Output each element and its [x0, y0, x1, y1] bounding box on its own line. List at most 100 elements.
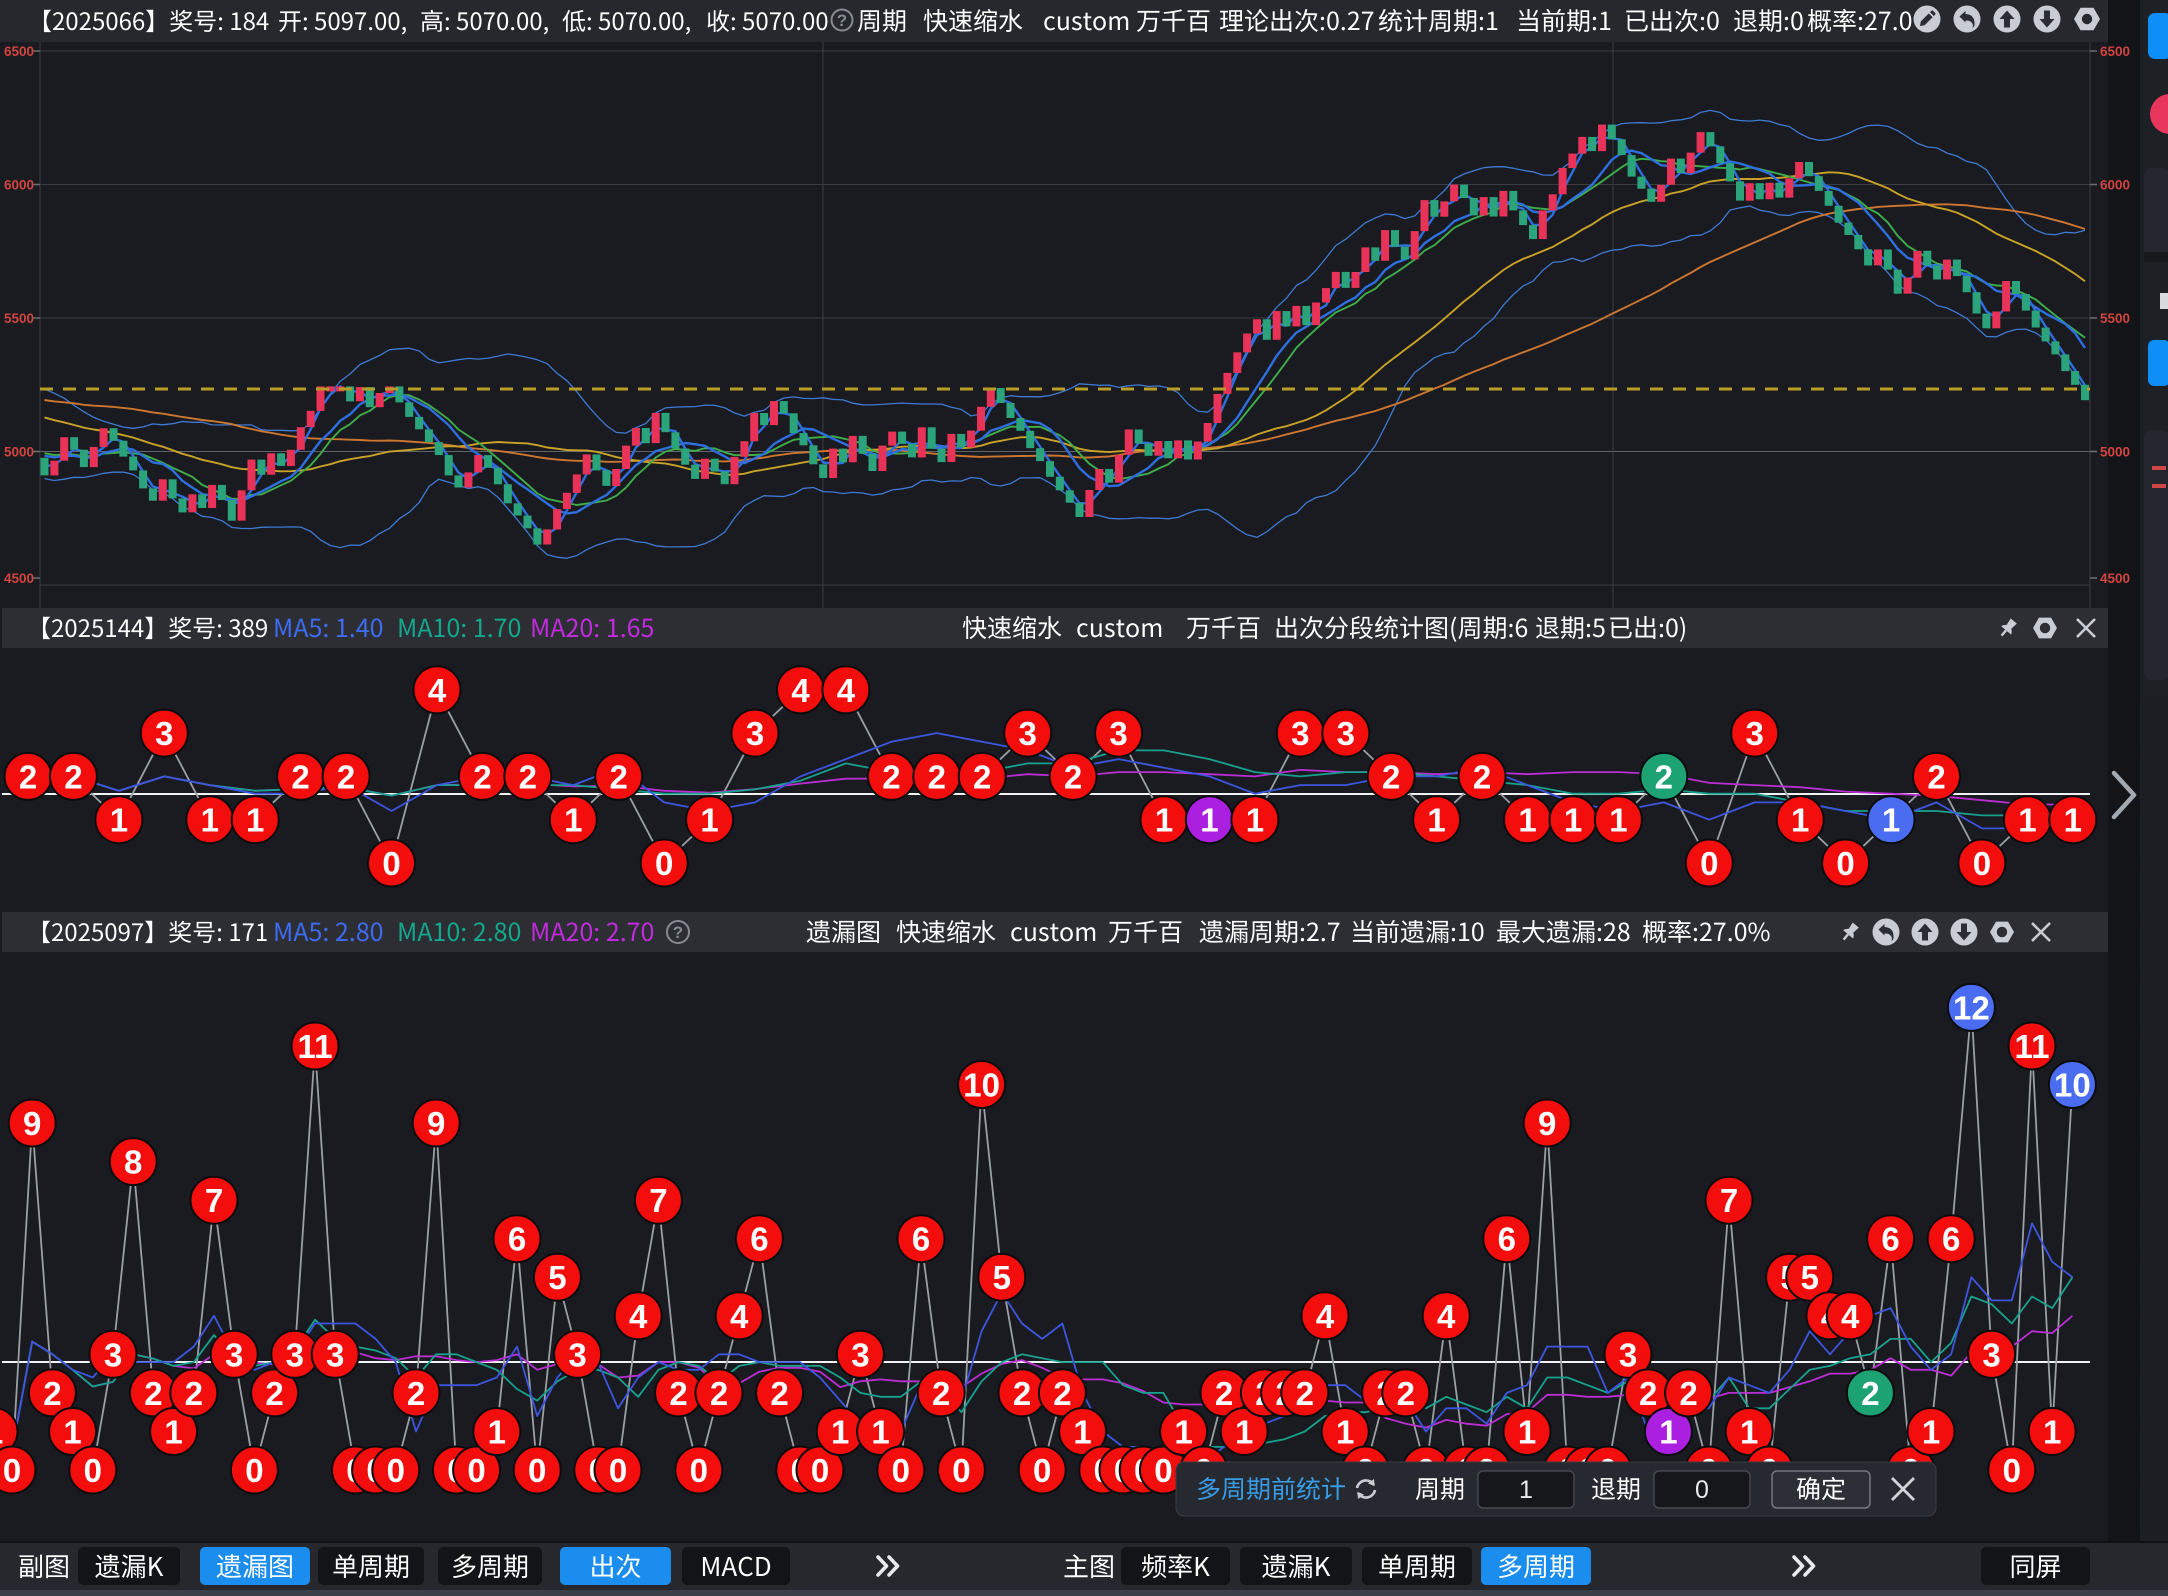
- svg-text:7: 7: [1720, 1182, 1738, 1219]
- svg-text:0: 0: [382, 845, 400, 882]
- svg-text:2: 2: [770, 1375, 788, 1412]
- svg-text:2: 2: [43, 1375, 61, 1412]
- svg-text:2: 2: [291, 758, 309, 795]
- svg-text:2: 2: [64, 758, 82, 795]
- svg-text:1: 1: [2064, 802, 2082, 839]
- svg-text:0: 0: [2003, 1452, 2021, 1489]
- svg-text:0: 0: [387, 1452, 405, 1489]
- svg-text:11: 11: [2015, 1028, 2050, 1065]
- svg-text:7: 7: [205, 1182, 223, 1219]
- svg-text:3: 3: [1019, 715, 1037, 752]
- svg-text:1: 1: [1235, 1414, 1253, 1451]
- svg-text:0: 0: [609, 1452, 627, 1489]
- svg-text:2: 2: [407, 1375, 425, 1412]
- svg-text:4: 4: [791, 672, 810, 709]
- svg-text:2: 2: [337, 758, 355, 795]
- svg-text:10: 10: [2054, 1067, 2091, 1104]
- svg-text:0: 0: [1700, 845, 1718, 882]
- svg-text:1: 1: [871, 1414, 889, 1451]
- svg-text:0: 0: [690, 1452, 708, 1489]
- svg-text:3: 3: [851, 1336, 869, 1373]
- svg-text:1: 1: [201, 802, 219, 839]
- svg-text:3: 3: [1109, 715, 1127, 752]
- svg-text:1: 1: [2018, 802, 2036, 839]
- svg-text:1: 1: [1519, 1476, 1533, 1504]
- svg-text:1: 1: [564, 802, 582, 839]
- svg-text:4500: 4500: [2100, 571, 2130, 586]
- svg-text:4: 4: [1316, 1298, 1335, 1335]
- svg-text:6000: 6000: [4, 178, 34, 193]
- svg-text:3: 3: [746, 715, 764, 752]
- svg-text:4: 4: [730, 1298, 749, 1335]
- svg-text:0: 0: [1154, 1452, 1172, 1489]
- svg-text:1: 1: [1174, 1414, 1192, 1451]
- svg-text:1: 1: [488, 1414, 506, 1451]
- svg-text:5500: 5500: [2100, 311, 2130, 326]
- svg-text:2: 2: [265, 1375, 283, 1412]
- svg-text:4: 4: [428, 672, 447, 709]
- svg-text:2: 2: [973, 758, 991, 795]
- svg-text:0: 0: [84, 1452, 102, 1489]
- svg-text:0: 0: [1695, 1476, 1709, 1504]
- svg-text:2: 2: [710, 1375, 728, 1412]
- svg-text:4500: 4500: [4, 571, 34, 586]
- svg-text:2: 2: [1382, 758, 1400, 795]
- svg-text:2: 2: [519, 758, 537, 795]
- svg-text:3: 3: [1619, 1336, 1637, 1373]
- svg-text:2: 2: [144, 1375, 162, 1412]
- svg-text:9: 9: [23, 1105, 41, 1142]
- svg-text:2: 2: [1064, 758, 1082, 795]
- svg-text:1: 1: [831, 1414, 849, 1451]
- svg-text:5000: 5000: [2100, 445, 2130, 460]
- svg-text:3: 3: [286, 1336, 304, 1373]
- svg-text:2: 2: [185, 1375, 203, 1412]
- svg-text:6500: 6500: [4, 44, 34, 59]
- svg-text:6: 6: [508, 1221, 526, 1258]
- svg-text:0: 0: [528, 1452, 546, 1489]
- svg-text:2: 2: [473, 758, 491, 795]
- svg-text:2: 2: [1013, 1375, 1031, 1412]
- svg-text:1: 1: [110, 802, 128, 839]
- svg-text:2: 2: [669, 1375, 687, 1412]
- svg-text:1: 1: [1564, 802, 1582, 839]
- svg-text:?: ?: [673, 923, 683, 942]
- svg-text:2: 2: [19, 758, 37, 795]
- svg-text:0: 0: [655, 845, 673, 882]
- svg-text:0: 0: [952, 1452, 970, 1489]
- svg-text:1: 1: [1609, 802, 1627, 839]
- svg-text:4: 4: [837, 672, 856, 709]
- svg-text:3: 3: [326, 1336, 344, 1373]
- svg-text:3: 3: [104, 1336, 122, 1373]
- svg-text:1: 1: [164, 1414, 182, 1451]
- svg-text:?: ?: [837, 11, 847, 30]
- svg-text:3: 3: [1337, 715, 1355, 752]
- svg-text:1: 1: [1518, 1414, 1536, 1451]
- svg-text:0: 0: [892, 1452, 910, 1489]
- svg-text:1: 1: [1922, 1414, 1940, 1451]
- svg-text:6: 6: [912, 1221, 930, 1258]
- svg-text:2: 2: [1927, 758, 1945, 795]
- svg-text:1: 1: [1518, 802, 1536, 839]
- svg-text:1: 1: [1791, 802, 1809, 839]
- svg-text:0: 0: [811, 1452, 829, 1489]
- svg-text:2: 2: [1053, 1375, 1071, 1412]
- svg-text:1: 1: [1659, 1414, 1677, 1451]
- svg-text:5: 5: [548, 1259, 566, 1296]
- svg-text:1: 1: [1740, 1414, 1758, 1451]
- svg-text:1: 1: [1336, 1414, 1354, 1451]
- svg-text:1: 1: [1427, 802, 1445, 839]
- svg-text:2: 2: [1397, 1375, 1415, 1412]
- svg-text:1: 1: [700, 802, 718, 839]
- svg-text:3: 3: [1982, 1336, 2000, 1373]
- svg-text:6000: 6000: [2100, 178, 2130, 193]
- svg-text:0: 0: [245, 1452, 263, 1489]
- svg-text:2: 2: [1215, 1375, 1233, 1412]
- svg-text:1: 1: [1073, 1414, 1091, 1451]
- svg-text:3: 3: [225, 1336, 243, 1373]
- svg-text:10: 10: [963, 1067, 1000, 1104]
- svg-text:6: 6: [750, 1221, 768, 1258]
- svg-text:2: 2: [928, 758, 946, 795]
- svg-text:2: 2: [882, 758, 900, 795]
- svg-text:0: 0: [1033, 1452, 1051, 1489]
- svg-text:5500: 5500: [4, 311, 34, 326]
